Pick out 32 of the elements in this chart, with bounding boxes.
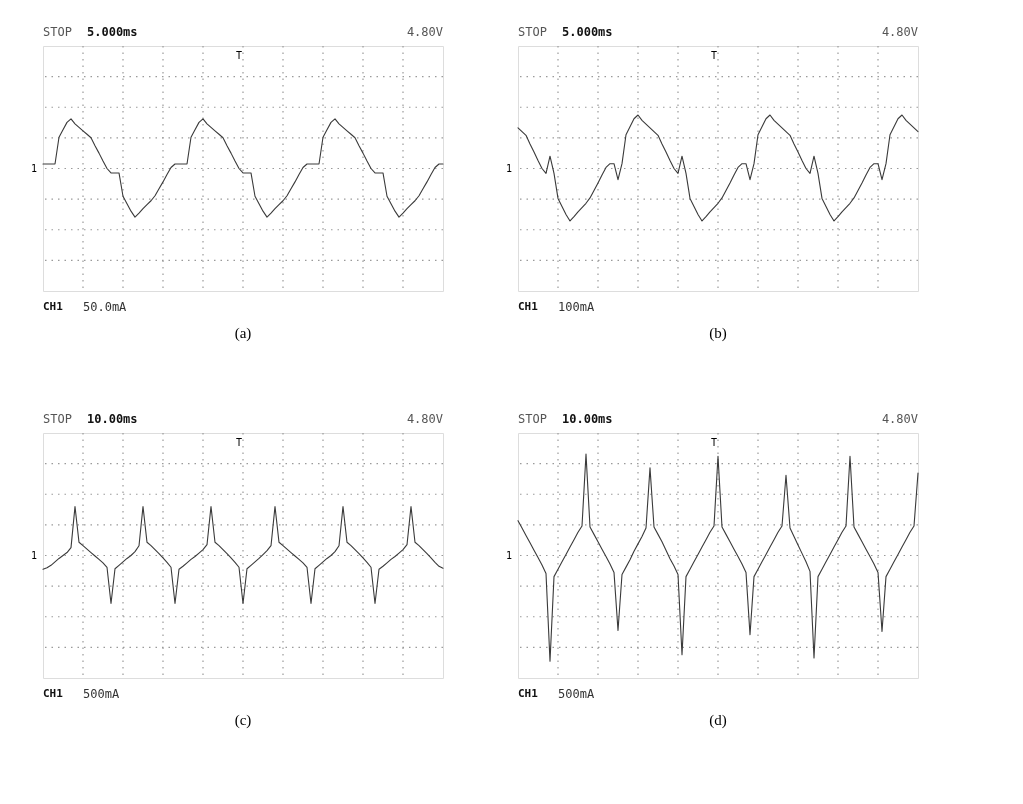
text: 4.80V bbox=[406, 412, 443, 426]
text: 4.80V bbox=[881, 25, 918, 39]
text: T bbox=[235, 437, 243, 448]
text: 5.000ms bbox=[562, 25, 613, 39]
text: 10.00ms bbox=[562, 412, 613, 426]
text: STOP bbox=[518, 25, 547, 39]
text: STOP bbox=[43, 412, 72, 426]
text: CH1 bbox=[43, 687, 64, 700]
text: 500mA bbox=[558, 687, 595, 701]
text: T bbox=[710, 50, 718, 61]
text: 100mA bbox=[558, 300, 595, 314]
text: 1 bbox=[30, 162, 38, 174]
text: (d) bbox=[709, 712, 727, 729]
text: STOP bbox=[43, 25, 72, 39]
text: (c) bbox=[234, 712, 252, 729]
text: 1 bbox=[505, 162, 513, 174]
text: 10.00ms bbox=[87, 412, 138, 426]
text: CH1 bbox=[43, 300, 64, 313]
text: 50.0mA bbox=[83, 300, 128, 314]
text: STOP bbox=[518, 412, 547, 426]
text: T bbox=[710, 437, 718, 448]
text: (a) bbox=[234, 325, 252, 342]
text: (b) bbox=[709, 325, 727, 342]
text: CH1 bbox=[518, 300, 539, 313]
text: 1 bbox=[30, 549, 38, 561]
text: 4.80V bbox=[406, 25, 443, 39]
text: 4.80V bbox=[881, 412, 918, 426]
text: 500mA bbox=[83, 687, 120, 701]
text: CH1 bbox=[518, 687, 539, 700]
text: 5.000ms bbox=[87, 25, 138, 39]
text: 1 bbox=[505, 549, 513, 561]
text: T bbox=[235, 50, 243, 61]
